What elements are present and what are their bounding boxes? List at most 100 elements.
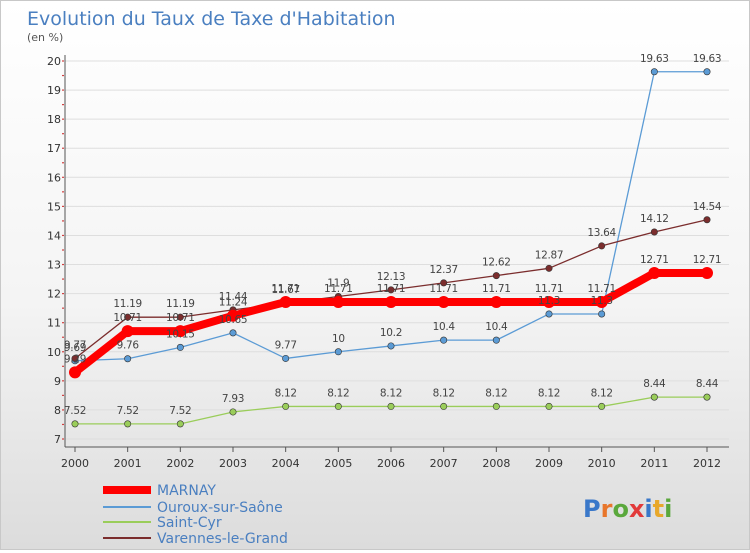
axes: 7 8 9 10 11 12 13 14 15 16 17 18 19 20 2000 2001 2002 200… — [47, 55, 729, 470]
data-label: 9.77 — [275, 339, 297, 351]
data-label: 8.12 — [380, 387, 402, 399]
y-tick-label: 7 — [54, 433, 61, 446]
data-point — [229, 408, 237, 416]
data-point — [176, 420, 184, 428]
data-label: 8.12 — [485, 387, 507, 399]
data-label: 8.12 — [538, 387, 560, 399]
data-label: 10.2 — [380, 327, 402, 339]
data-point — [595, 296, 608, 309]
data-point — [490, 296, 503, 309]
data-label: 11.24 — [219, 297, 248, 309]
data-point — [543, 296, 555, 309]
data-label: 11.71 — [429, 283, 458, 295]
data-label: 11.19 — [166, 298, 195, 310]
data-point — [282, 402, 290, 410]
data-point — [440, 279, 448, 287]
data-label: 11.71 — [271, 283, 300, 295]
data-point — [69, 366, 81, 379]
data-label: 8.44 — [643, 378, 666, 390]
data-label: 10.4 — [485, 321, 508, 333]
legend-label: Varennes-le-Grand — [157, 531, 288, 547]
legend-label: Saint-Cyr — [157, 515, 222, 531]
x-tick-label: 2002 — [166, 457, 194, 470]
data-point — [598, 310, 606, 318]
data-label: 7.52 — [169, 405, 191, 417]
data-label: 8.12 — [591, 387, 613, 399]
data-label: 10.65 — [219, 314, 248, 326]
x-tick-label: 2001 — [114, 457, 142, 470]
y-tick-label: 11 — [47, 317, 61, 330]
chart-subtitle: (en %) — [27, 31, 63, 44]
data-point — [124, 355, 132, 363]
data-point — [124, 313, 132, 321]
y-tick-label: 14 — [47, 229, 61, 242]
data-label: 11.9 — [327, 278, 349, 290]
data-label: 7.52 — [64, 405, 86, 417]
x-tick-label: 2009 — [535, 457, 563, 470]
data-label: 11.71 — [324, 283, 353, 295]
data-label: 8.12 — [433, 387, 455, 399]
data-point — [598, 242, 606, 250]
data-point — [650, 228, 658, 236]
x-tick-label: 2011 — [640, 457, 668, 470]
data-point — [282, 354, 290, 362]
data-point — [227, 309, 239, 322]
data-label: 12.71 — [640, 254, 669, 266]
y-tick-label: 13 — [47, 259, 61, 272]
data-point — [492, 402, 500, 410]
data-label: 11.71 — [377, 283, 406, 295]
data-point — [703, 68, 711, 76]
data-label: 12.71 — [693, 254, 722, 266]
data-point — [648, 266, 661, 279]
data-point — [440, 402, 448, 410]
y-tick-label: 8 — [54, 404, 61, 417]
data-label: 14.54 — [693, 201, 722, 213]
data-point — [387, 286, 395, 294]
data-point — [440, 336, 448, 344]
data-point — [176, 313, 184, 321]
data-point — [332, 296, 345, 309]
data-point — [650, 68, 658, 76]
x-tick-label: 2006 — [377, 457, 405, 470]
data-label: 11.44 — [219, 291, 248, 303]
data-point — [124, 420, 132, 428]
data-point — [650, 393, 658, 401]
data-point — [334, 348, 342, 356]
data-point — [229, 329, 237, 337]
data-label: 9.77 — [64, 339, 86, 351]
y-tick-label: 18 — [47, 113, 61, 126]
data-label: 11.71 — [587, 283, 616, 295]
x-tick-label: 2004 — [272, 457, 300, 470]
data-label: 11.3 — [591, 295, 613, 307]
data-point — [492, 336, 500, 344]
data-label: 10.71 — [113, 312, 142, 324]
legend-label: MARNAY — [157, 483, 216, 499]
data-label: 8.44 — [696, 378, 719, 390]
data-label: 9.29 — [64, 353, 86, 365]
data-point — [545, 264, 553, 272]
data-label: 7.93 — [222, 393, 244, 405]
data-label: 12.37 — [429, 264, 458, 276]
y-tick-label: 9 — [54, 375, 61, 388]
data-label: 9.69 — [64, 342, 86, 354]
data-label: 11.71 — [482, 283, 511, 295]
data-point — [703, 393, 711, 401]
data-point — [71, 420, 79, 428]
y-tick-label: 19 — [47, 84, 61, 97]
data-point — [174, 325, 187, 338]
y-tick-label: 15 — [47, 200, 61, 213]
data-label: 11.67 — [271, 284, 300, 296]
x-tick-label: 2008 — [482, 457, 510, 470]
data-point — [71, 354, 79, 362]
data-point — [334, 402, 342, 410]
data-point — [703, 216, 711, 224]
x-tick-label: 2005 — [324, 457, 352, 470]
data-label: 7.52 — [117, 405, 139, 417]
data-label: 8.12 — [275, 387, 297, 399]
legend-label: Ouroux-sur-Saône — [157, 500, 283, 516]
data-label: 10 — [332, 333, 345, 345]
x-tick-label: 2010 — [588, 457, 616, 470]
